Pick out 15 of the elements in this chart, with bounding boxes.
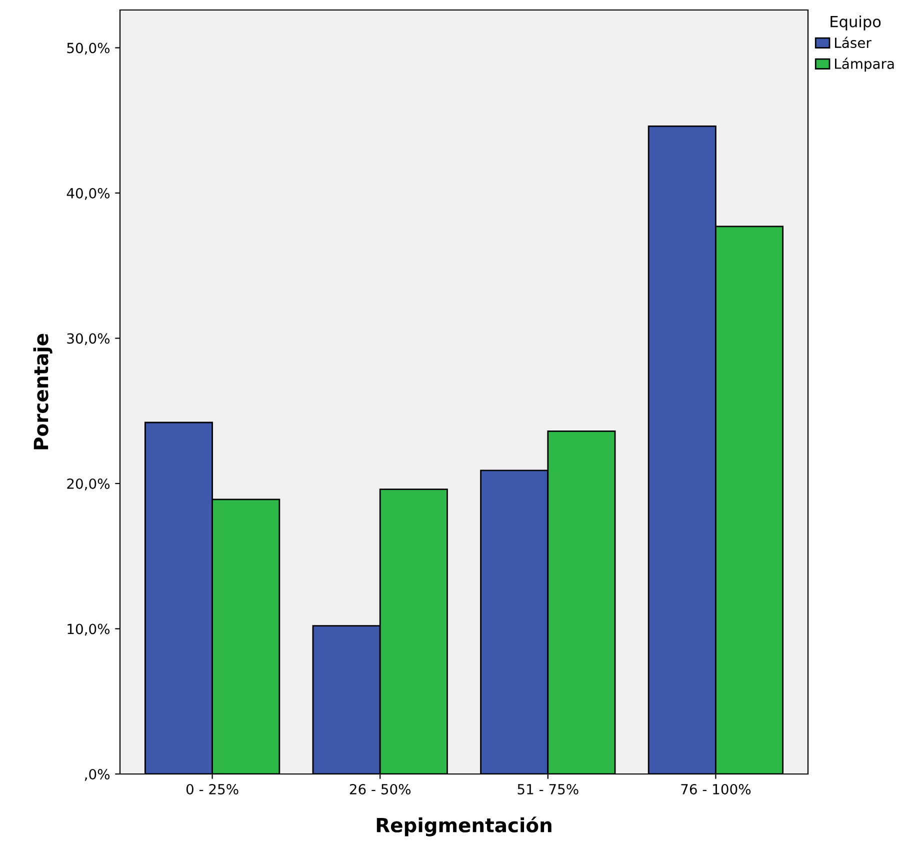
y-tick-label: 30,0% [67,333,110,346]
y-tick-label: 50,0% [67,42,110,55]
y-tick-label: 20,0% [67,478,110,490]
legend-label: Lámpara [835,58,894,72]
y-tick-label: 10,0% [68,624,110,636]
x-tick-label: 0 - 25% [186,784,238,794]
y-tick-label: ,0% [84,768,110,781]
x-tick-label: 26 - 50% [350,784,411,794]
legend-title: Equipo [830,16,881,30]
y-tick-label: 40,0% [66,188,110,200]
x-tick-label: 76 - 100% [681,784,751,794]
x-tick-label: 51 - 75% [518,784,578,794]
legend-label: Láser [835,36,872,48]
x-axis-title: Repigmentación [376,816,552,836]
y-axis-title: Porcentaje [33,334,52,450]
